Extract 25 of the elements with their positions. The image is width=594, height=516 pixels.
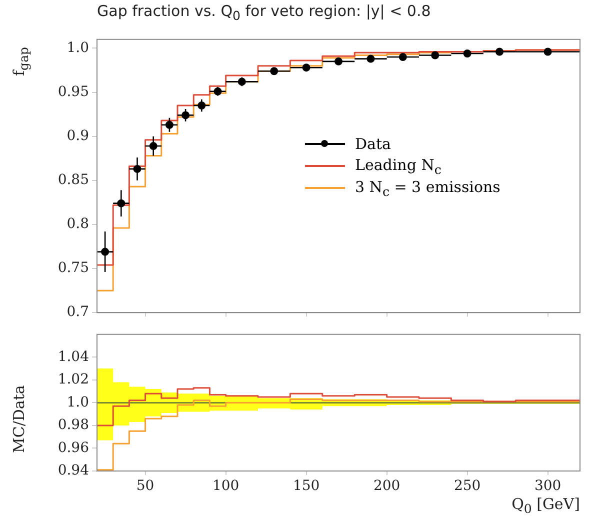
legend-label: Leading N$_{c}$ [355,156,442,176]
legend-label: 3 N$_{c}$ = 3 emissions [355,178,500,198]
legend-label: Data [355,135,391,153]
x-tick-label: 250 [454,478,481,494]
y-tick-label: 0.85 [58,172,89,188]
x-tick-label: 50 [136,478,154,494]
x-tick-label: 300 [534,478,562,494]
y-tick-label: 0.75 [58,260,89,276]
y-tick-label: 1.04 [58,348,90,365]
y-tick-label: 1.02 [58,372,89,388]
y-axis-title: MC/Data [10,385,28,453]
y-tick-label: 0.9 [66,128,89,144]
x-axis-title: Q$_{0}$ [GeV] [512,495,580,516]
y-tick-label: 1.0 [66,394,89,410]
y-tick-label: 0.95 [58,84,89,100]
y-tick-label: 1.0 [66,40,89,56]
x-tick-label: 200 [373,478,400,494]
chart-title: Gap fraction vs. Q$_{0}$ for veto region: |y| < 0.8 [97,2,431,23]
y-tick-label: 0.94 [58,462,90,479]
x-tick-label: 100 [212,478,240,494]
x-tick-label: 150 [292,478,320,494]
y-tick-label: 0.96 [58,440,90,456]
y-tick-label: 0.7 [66,304,89,320]
y-tick-label: 0.8 [66,216,89,232]
y-tick-label: 0.98 [58,417,89,434]
